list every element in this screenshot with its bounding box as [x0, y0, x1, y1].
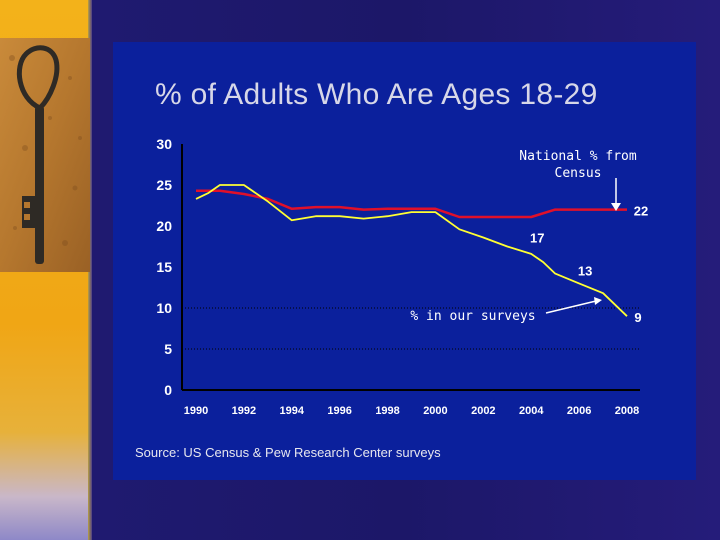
y-tick-30: 30 [156, 136, 172, 152]
survey-annotation-arrowhead [594, 297, 602, 305]
y-tick-20: 20 [156, 218, 172, 234]
x-tick-1998: 1998 [375, 405, 399, 417]
survey-annotation-arrow [545, 300, 597, 314]
x-tick-1996: 1996 [327, 405, 351, 417]
x-tick-2006: 2006 [567, 405, 591, 417]
data-label-17: 17 [530, 231, 544, 246]
x-tick-1994: 1994 [280, 405, 305, 417]
series-lines [195, 184, 628, 317]
y-tick-0: 0 [164, 382, 172, 398]
series-line-1 [195, 184, 628, 317]
x-tick-2000: 2000 [423, 405, 447, 417]
x-tick-labels: 1990 1992 1994 1996 1998 2000 2002 2004 2006 2008 [184, 405, 639, 417]
key-photo-icon [0, 38, 90, 272]
y-tick-25: 25 [156, 177, 172, 193]
chart-title: % of Adults Who Are Ages 18-29 [155, 78, 598, 111]
census-annotation-line-1: National % from [519, 149, 637, 164]
left-strip-edge [88, 0, 92, 540]
census-annotation-arrowhead [611, 203, 621, 211]
x-tick-1992: 1992 [232, 405, 256, 417]
chart-panel [113, 42, 696, 480]
source-note: Source: US Census & Pew Research Center … [135, 445, 441, 460]
y-tick-5: 5 [164, 341, 172, 357]
annotations: National % from Census % in our surveys [410, 149, 636, 324]
survey-annotation-text: % in our surveys [410, 309, 535, 324]
data-label-9: 9 [634, 310, 641, 325]
x-tick-1990: 1990 [184, 405, 208, 417]
y-tick-10: 10 [156, 300, 172, 316]
data-label-22: 22 [634, 204, 648, 219]
x-tick-2004: 2004 [519, 405, 544, 417]
y-tick-labels: 0 5 10 15 20 25 30 [156, 136, 172, 398]
series-line-0 [196, 189, 627, 219]
y-tick-15: 15 [156, 259, 172, 275]
data-labels: 22 17 13 9 [530, 204, 648, 326]
census-annotation-line-2: Census [555, 166, 602, 181]
x-tick-2008: 2008 [615, 405, 639, 417]
x-tick-2002: 2002 [471, 405, 495, 417]
data-label-13: 13 [578, 263, 592, 278]
